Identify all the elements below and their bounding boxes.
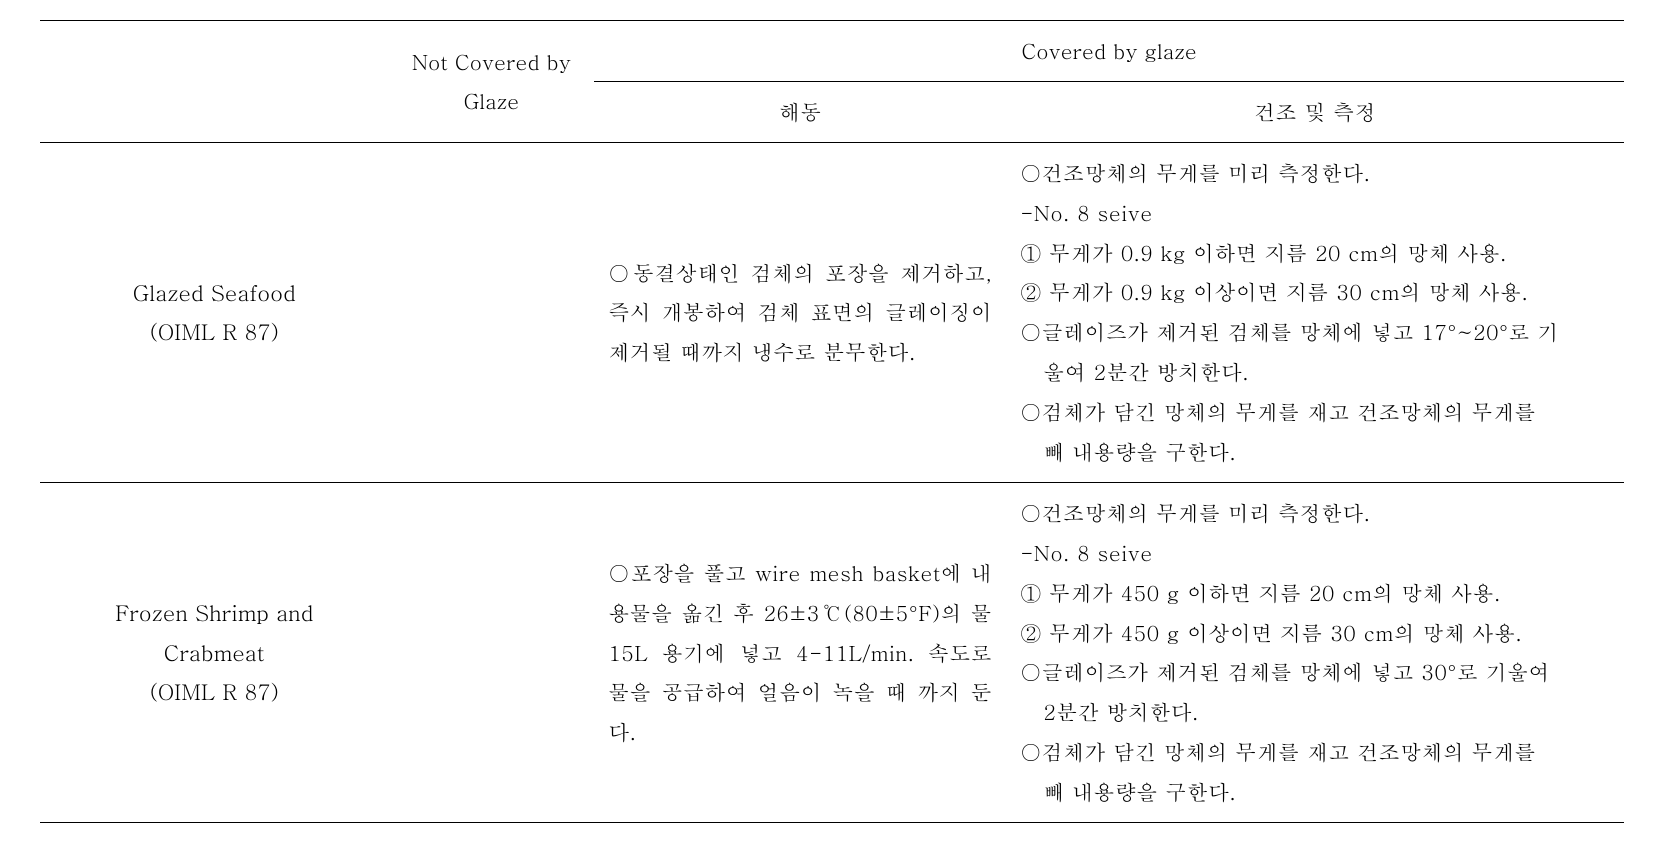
dry1-l4: ② 무게가 450 g 이상이면 지름 30 cm의 망체 사용. bbox=[1020, 613, 1610, 653]
row-name-line2: (OIML R 87) bbox=[150, 316, 279, 347]
dry1-l1: ○건조망체의 무게를 미리 측정한다. bbox=[1020, 493, 1610, 533]
row-name-line2: Crabmeat bbox=[164, 637, 265, 668]
dry0-l5a: ○글레이즈가 제거된 검체를 망체에 넣고 17°~20°로 기 bbox=[1020, 312, 1610, 352]
dry1-l6b: 빼 내용량을 구한다. bbox=[1020, 772, 1610, 812]
cell-dry-0: ○건조망체의 무게를 미리 측정한다. -No. 8 seive ① 무게가 0… bbox=[1006, 142, 1624, 482]
col-header-dry-measure: 건조 및 측정 bbox=[1006, 81, 1624, 142]
dry1-l3: ① 무게가 450 g 이하면 지름 20 cm의 망체 사용. bbox=[1020, 573, 1610, 613]
page-root: Not Covered by Glaze Covered by glaze 해동… bbox=[0, 0, 1664, 863]
col-header-thaw: 해동 bbox=[594, 81, 1006, 142]
methods-table: Not Covered by Glaze Covered by glaze 해동… bbox=[40, 20, 1624, 823]
col-header-not-covered: Not Covered by Glaze bbox=[388, 21, 594, 143]
cell-not-covered-1 bbox=[388, 482, 594, 822]
dry0-l1: ○건조망체의 무게를 미리 측정한다. bbox=[1020, 153, 1610, 193]
row-name-line1: Frozen Shrimp and bbox=[115, 597, 313, 628]
dry1-l5b: 2분간 방치한다. bbox=[1020, 692, 1610, 732]
row-name-line1: Glazed Seafood bbox=[133, 277, 296, 308]
dry0-l6b: 빼 내용량을 구한다. bbox=[1020, 432, 1610, 472]
dry1-l2: -No. 8 seive bbox=[1020, 533, 1610, 573]
cell-not-covered-0 bbox=[388, 142, 594, 482]
dry0-l6a: ○검체가 담긴 망체의 무게를 재고 건조망체의 무게를 bbox=[1020, 392, 1610, 432]
row-name-line3: (OIML R 87) bbox=[150, 676, 279, 707]
dry1-l6a: ○검체가 담긴 망체의 무게를 재고 건조망체의 무게를 bbox=[1020, 732, 1610, 772]
dry1-l5a: ○글레이즈가 제거된 검체를 망체에 넣고 30°로 기울여 bbox=[1020, 652, 1610, 692]
dry0-l4: ② 무게가 0.9 kg 이상이면 지름 30 cm의 망체 사용. bbox=[1020, 272, 1610, 312]
dry0-l2: -No. 8 seive bbox=[1020, 193, 1610, 233]
col-header-covered: Covered by glaze bbox=[594, 21, 1624, 82]
cell-thaw-0: ○동결상태인 검체의 포장을 제거하고, 즉시 개봉하여 검체 표면의 글레이징… bbox=[594, 142, 1006, 482]
row-label-frozen-shrimp: Frozen Shrimp and Crabmeat (OIML R 87) bbox=[40, 482, 388, 822]
cell-dry-1: ○건조망체의 무게를 미리 측정한다. -No. 8 seive ① 무게가 4… bbox=[1006, 482, 1624, 822]
col-header-category bbox=[40, 21, 388, 143]
row-label-glazed-seafood: Glazed Seafood (OIML R 87) bbox=[40, 142, 388, 482]
dry0-l3: ① 무게가 0.9 kg 이하면 지름 20 cm의 망체 사용. bbox=[1020, 233, 1610, 273]
cell-thaw-1: ○포장을 풀고 wire mesh basket에 내용물을 옮긴 후 26±3… bbox=[594, 482, 1006, 822]
dry0-l5b: 울여 2분간 방치한다. bbox=[1020, 352, 1610, 392]
table-header: Not Covered by Glaze Covered by glaze 해동… bbox=[40, 21, 1624, 143]
